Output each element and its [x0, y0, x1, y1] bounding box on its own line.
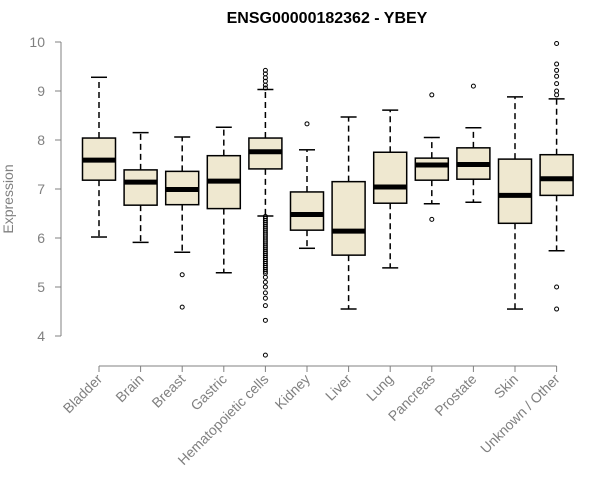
outlier-point — [429, 92, 435, 98]
outlier-point — [470, 83, 476, 89]
outlier-point — [262, 295, 268, 301]
outlier-point — [554, 61, 560, 67]
outlier-point — [262, 303, 268, 309]
outlier-point — [554, 40, 560, 46]
x-tick-label: Liver — [322, 371, 355, 404]
chart-title: ENSG00000182362 - YBEY — [227, 10, 428, 27]
x-tick-label: Lung — [363, 371, 396, 404]
box-group — [248, 67, 283, 358]
outlier-point — [554, 92, 560, 98]
box-group — [164, 136, 200, 310]
outlier-point — [262, 82, 268, 88]
box-group — [81, 76, 117, 238]
outlier-point — [179, 304, 185, 310]
outlier-point — [262, 67, 268, 73]
outlier-point — [262, 290, 268, 296]
x-tick-label: Brain — [112, 371, 146, 405]
outlier-point — [554, 88, 560, 94]
box-body — [289, 191, 325, 231]
box-group — [372, 109, 408, 269]
box-body — [539, 153, 574, 197]
outlier-point — [554, 306, 560, 312]
box-group — [206, 126, 242, 274]
box-group — [331, 116, 366, 310]
y-tick-label: 5 — [37, 279, 45, 295]
y-tick-label: 8 — [37, 132, 45, 148]
outlier-point — [262, 352, 268, 358]
x-tick-label: Unknown / Other — [477, 371, 563, 457]
box-group — [123, 131, 158, 244]
outlier-point — [262, 75, 268, 81]
box-series — [81, 40, 574, 358]
outlier-point — [179, 272, 185, 278]
outlier-point — [429, 216, 435, 222]
x-tick-label: Breast — [148, 371, 188, 411]
box-body — [414, 157, 450, 181]
outlier-point — [554, 284, 560, 290]
box-group — [539, 40, 574, 312]
outlier-point — [262, 279, 268, 285]
outlier-point — [262, 317, 268, 323]
box-body — [331, 180, 366, 256]
box-group — [414, 92, 450, 222]
outlier-point — [262, 85, 268, 91]
y-tick-label: 4 — [37, 328, 45, 344]
box-body — [497, 158, 533, 225]
x-tick-label: Skin — [491, 371, 522, 402]
outlier-point — [262, 284, 268, 290]
box-body — [372, 151, 408, 204]
y-tick-label: 9 — [37, 83, 45, 99]
box-group — [456, 83, 491, 203]
x-tick-label: Prostate — [431, 371, 479, 419]
outlier-point — [554, 81, 560, 87]
y-tick-label: 7 — [37, 181, 45, 197]
outlier-point — [554, 73, 560, 79]
box-group — [497, 96, 533, 310]
y-axis: 4 5 6 7 8 9 10 — [29, 34, 62, 344]
box-group — [289, 121, 325, 250]
y-tick-label: 10 — [29, 34, 45, 50]
outlier-point — [262, 268, 268, 274]
y-tick-label: 6 — [37, 230, 45, 246]
outlier-point — [554, 67, 560, 73]
y-axis-label: Expression — [0, 164, 16, 233]
outlier-point — [304, 121, 310, 127]
outlier-point — [262, 274, 268, 280]
box-body — [123, 169, 158, 206]
x-tick-label: Kidney — [272, 371, 314, 413]
x-tick-label: Bladder — [60, 371, 106, 417]
